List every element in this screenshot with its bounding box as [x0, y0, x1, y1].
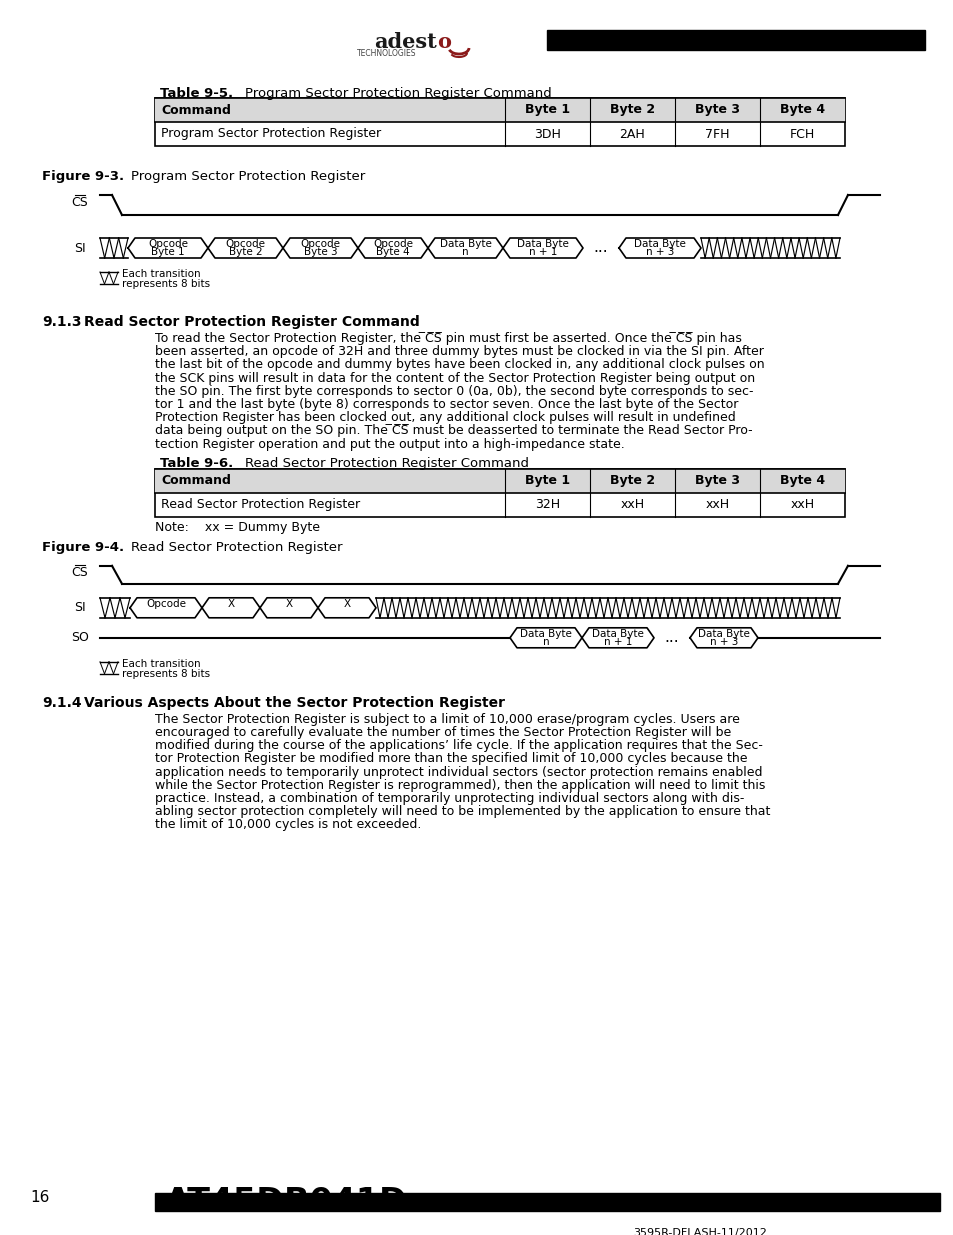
- Text: 9.1.4: 9.1.4: [42, 695, 82, 710]
- Text: application needs to temporarily unprotect individual sectors (sector protection: application needs to temporarily unprote…: [154, 766, 761, 778]
- Text: the SO pin. The first byte corresponds to sector 0 (0a, 0b), the second byte cor: the SO pin. The first byte corresponds t…: [154, 385, 753, 398]
- Text: n + 3: n + 3: [709, 637, 738, 647]
- Text: the last bit of the opcode and dummy bytes have been clocked in, any additional : the last bit of the opcode and dummy byt…: [154, 358, 763, 372]
- Text: n + 1: n + 1: [528, 247, 557, 257]
- Text: 3595R-DFLASH-11/2012: 3595R-DFLASH-11/2012: [633, 1228, 766, 1235]
- Text: Read Sector Protection Register: Read Sector Protection Register: [113, 541, 342, 553]
- Text: ...: ...: [664, 630, 679, 646]
- Text: tection Register operation and put the output into a high-impedance state.: tection Register operation and put the o…: [154, 437, 624, 451]
- Text: 7FH: 7FH: [704, 127, 729, 141]
- Bar: [154, 469, 844, 516]
- Text: Each transition: Each transition: [122, 658, 200, 669]
- Text: xxH: xxH: [790, 498, 814, 511]
- Text: Figure 9-3.: Figure 9-3.: [42, 170, 124, 183]
- Text: Byte 2: Byte 2: [609, 474, 655, 488]
- Text: Byte 1: Byte 1: [151, 247, 185, 257]
- Text: X: X: [285, 599, 293, 609]
- Text: abling sector protection completely will need to be implemented by the applicati: abling sector protection completely will…: [154, 805, 770, 819]
- Text: Protection Register has been clocked out, any additional clock pulses will resul: Protection Register has been clocked out…: [154, 411, 735, 424]
- Text: n + 1: n + 1: [603, 637, 632, 647]
- Text: Byte 2: Byte 2: [609, 104, 655, 116]
- Text: Byte 4: Byte 4: [375, 247, 410, 257]
- Text: Byte 1: Byte 1: [524, 104, 570, 116]
- Text: Read Sector Protection Register Command: Read Sector Protection Register Command: [84, 315, 419, 329]
- Text: Data Byte: Data Byte: [439, 240, 491, 249]
- Bar: [154, 98, 844, 146]
- Text: Opcode: Opcode: [300, 240, 340, 249]
- Text: tor Protection Register be modified more than the specified limit of 10,000 cycl: tor Protection Register be modified more…: [154, 752, 747, 766]
- Text: ...: ...: [593, 241, 608, 256]
- Text: Data Byte: Data Byte: [517, 240, 568, 249]
- Text: Note:    xx = Dummy Byte: Note: xx = Dummy Byte: [154, 521, 319, 534]
- Text: been asserted, an opcode of 32H and three dummy bytes must be clocked in via the: been asserted, an opcode of 32H and thre…: [154, 346, 763, 358]
- Bar: [154, 469, 844, 493]
- Text: SI: SI: [74, 242, 86, 254]
- Text: Various Aspects About the Sector Protection Register: Various Aspects About the Sector Protect…: [84, 695, 504, 710]
- Text: 16: 16: [30, 1191, 50, 1205]
- Text: Data Byte: Data Byte: [634, 240, 685, 249]
- Text: Command: Command: [161, 104, 231, 116]
- Text: CS: CS: [71, 567, 89, 579]
- Text: tor 1 and the last byte (byte 8) corresponds to sector seven. Once the last byte: tor 1 and the last byte (byte 8) corresp…: [154, 398, 738, 411]
- Text: Byte 2: Byte 2: [229, 247, 262, 257]
- Text: adest: adest: [374, 32, 436, 52]
- Text: represents 8 bits: represents 8 bits: [122, 669, 210, 679]
- Text: Byte 1: Byte 1: [524, 474, 570, 488]
- Text: TECHNOLOGIES: TECHNOLOGIES: [356, 48, 416, 58]
- Text: Table 9-5.: Table 9-5.: [160, 86, 233, 100]
- Text: the SCK pins will result in data for the content of the Sector Protection Regist: the SCK pins will result in data for the…: [154, 372, 755, 384]
- Text: SO: SO: [71, 631, 89, 645]
- Text: Byte 3: Byte 3: [695, 474, 740, 488]
- Text: Opcode: Opcode: [146, 599, 186, 609]
- Text: Opcode: Opcode: [225, 240, 265, 249]
- Bar: [154, 1193, 939, 1212]
- Bar: [154, 98, 844, 122]
- Text: Program Sector Protection Register: Program Sector Protection Register: [161, 127, 381, 141]
- Text: encouraged to carefully evaluate the number of times the Sector Protection Regis: encouraged to carefully evaluate the num…: [154, 726, 731, 739]
- Text: Data Byte: Data Byte: [519, 629, 572, 638]
- Text: Read Sector Protection Register: Read Sector Protection Register: [161, 498, 359, 511]
- Text: FCH: FCH: [789, 127, 814, 141]
- Text: xxH: xxH: [619, 498, 644, 511]
- Text: n: n: [542, 637, 549, 647]
- Text: To read the Sector Protection Register, the ̅C̅S̅ pin must first be asserted. On: To read the Sector Protection Register, …: [154, 332, 741, 345]
- Text: AT45DB041D: AT45DB041D: [165, 1186, 407, 1219]
- Text: Each transition: Each transition: [122, 269, 200, 279]
- Text: Byte 3: Byte 3: [695, 104, 740, 116]
- Text: 9.1.3: 9.1.3: [42, 315, 81, 329]
- Bar: [546, 30, 924, 49]
- Text: Byte 3: Byte 3: [303, 247, 337, 257]
- Text: xxH: xxH: [704, 498, 729, 511]
- Text: while the Sector Protection Register is reprogrammed), then the application will: while the Sector Protection Register is …: [154, 779, 764, 792]
- Text: 2AH: 2AH: [619, 127, 644, 141]
- Text: Data Byte: Data Byte: [698, 629, 749, 638]
- Text: SI: SI: [74, 601, 86, 614]
- Text: the limit of 10,000 cycles is not exceeded.: the limit of 10,000 cycles is not exceed…: [154, 819, 421, 831]
- Text: 3DH: 3DH: [534, 127, 560, 141]
- Text: The Sector Protection Register is subject to a limit of 10,000 erase/program cyc: The Sector Protection Register is subjec…: [154, 713, 740, 726]
- Text: modified during the course of the applications’ life cycle. If the application r: modified during the course of the applic…: [154, 740, 762, 752]
- Text: X: X: [343, 599, 350, 609]
- Text: Program Sector Protection Register: Program Sector Protection Register: [113, 170, 365, 183]
- Text: Byte 4: Byte 4: [780, 474, 824, 488]
- Text: Command: Command: [161, 474, 231, 488]
- Text: 32H: 32H: [535, 498, 559, 511]
- Text: Opcode: Opcode: [373, 240, 413, 249]
- Text: Figure 9-4.: Figure 9-4.: [42, 541, 124, 553]
- Text: X: X: [227, 599, 234, 609]
- Text: Opcode: Opcode: [148, 240, 188, 249]
- Text: Byte 4: Byte 4: [780, 104, 824, 116]
- Text: CS: CS: [71, 196, 89, 210]
- Text: Data Byte: Data Byte: [592, 629, 643, 638]
- Text: data being output on the SO pin. The ̅C̅S̅ must be deasserted to terminate the R: data being output on the SO pin. The ̅C̅…: [154, 425, 752, 437]
- Text: represents 8 bits: represents 8 bits: [122, 279, 210, 289]
- Text: Read Sector Protection Register Command: Read Sector Protection Register Command: [228, 457, 529, 469]
- Text: n: n: [461, 247, 468, 257]
- Text: Program Sector Protection Register Command: Program Sector Protection Register Comma…: [228, 86, 551, 100]
- Text: n + 3: n + 3: [645, 247, 674, 257]
- Text: practice. Instead, a combination of temporarily unprotecting individual sectors : practice. Instead, a combination of temp…: [154, 792, 743, 805]
- Text: o: o: [436, 32, 451, 52]
- Text: Table 9-6.: Table 9-6.: [160, 457, 233, 469]
